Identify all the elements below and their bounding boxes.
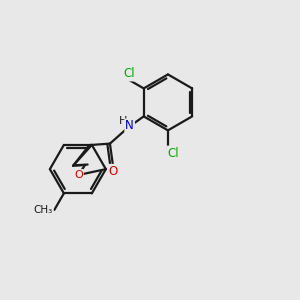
Text: O: O xyxy=(108,165,118,178)
Text: Cl: Cl xyxy=(167,146,179,160)
Text: O: O xyxy=(74,170,83,180)
Text: CH₃: CH₃ xyxy=(34,205,53,215)
Text: Cl: Cl xyxy=(124,68,135,80)
Text: H: H xyxy=(119,116,127,126)
Text: N: N xyxy=(125,119,134,133)
